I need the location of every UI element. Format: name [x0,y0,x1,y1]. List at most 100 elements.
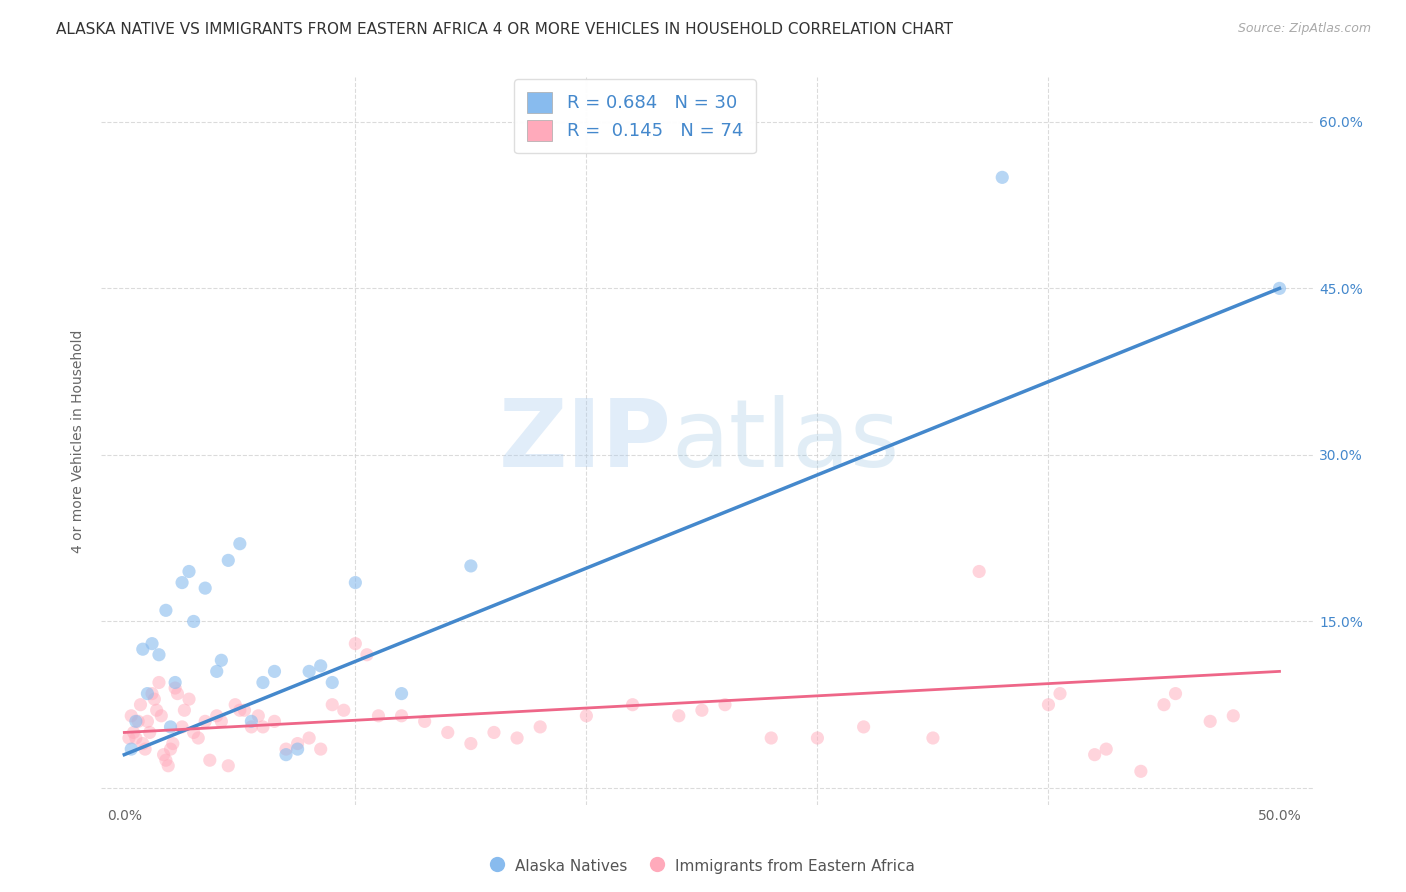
Point [141,637,163,651]
Point [155,753,177,767]
Point [298,665,321,679]
Point [367,708,389,723]
Point [148,675,170,690]
Point [183,615,205,629]
Point [159,720,181,734]
Point [252,720,274,734]
Point [321,675,343,690]
Text: atlas: atlas [671,395,900,487]
Point [217,758,239,772]
Point [1164,687,1187,701]
Point [263,665,285,679]
Point [166,687,188,701]
Point [714,698,737,712]
Point [1153,698,1175,712]
Point [274,742,297,756]
Point [194,714,217,729]
Point [263,714,285,729]
Point [120,742,142,756]
Point [173,703,195,717]
Point [321,698,343,712]
Point [391,708,413,723]
Point [298,731,321,745]
Point [132,737,155,751]
Point [761,731,783,745]
Point [150,708,173,723]
Text: ZIP: ZIP [498,395,671,487]
Point [165,681,187,695]
Point [209,653,232,667]
Point [217,553,239,567]
Point [120,708,142,723]
Point [274,747,297,762]
Point [575,708,598,723]
Point [187,731,209,745]
Point [138,725,160,739]
Point [224,698,246,712]
Point [118,731,141,745]
Y-axis label: 4 or more Vehicles in Household: 4 or more Vehicles in Household [72,329,86,553]
Point [127,714,149,729]
Point [1199,714,1222,729]
Point [1038,698,1060,712]
Point [436,725,458,739]
Point [460,558,482,573]
Point [506,731,529,745]
Point [287,737,309,751]
Point [125,714,148,729]
Point [1222,708,1244,723]
Point [229,537,252,551]
Point [141,687,163,701]
Point [391,687,413,701]
Point [122,725,145,739]
Point [165,675,187,690]
Point [155,603,177,617]
Point [460,737,482,751]
Point [134,742,156,756]
Legend: Alaska Natives, Immigrants from Eastern Africa: Alaska Natives, Immigrants from Eastern … [485,852,921,880]
Point [806,731,828,745]
Point [1268,281,1291,295]
Point [333,703,356,717]
Point [229,703,252,717]
Point [356,648,378,662]
Point [205,665,228,679]
Point [129,698,152,712]
Point [252,675,274,690]
Point [922,731,945,745]
Point [136,687,159,701]
Point [143,692,166,706]
Point [344,575,367,590]
Point [668,708,690,723]
Point [309,742,332,756]
Point [177,692,200,706]
Point [967,565,990,579]
Point [621,698,644,712]
Point [205,708,228,723]
Point [183,725,205,739]
Point [529,720,551,734]
Point [152,747,174,762]
Point [145,703,167,717]
Point [198,753,221,767]
Point [177,565,200,579]
Text: ALASKA NATIVE VS IMMIGRANTS FROM EASTERN AFRICA 4 OR MORE VEHICLES IN HOUSEHOLD : ALASKA NATIVE VS IMMIGRANTS FROM EASTERN… [56,22,953,37]
Point [287,742,309,756]
Point [413,714,436,729]
Point [170,575,193,590]
Point [247,708,270,723]
Point [482,725,505,739]
Point [690,703,713,717]
Point [162,737,184,751]
Point [233,703,256,717]
Point [132,642,155,657]
Point [1129,764,1152,779]
Point [240,714,263,729]
Point [170,720,193,734]
Point [1084,747,1107,762]
Text: Source: ZipAtlas.com: Source: ZipAtlas.com [1237,22,1371,36]
Point [991,170,1014,185]
Point [852,720,875,734]
Legend: R = 0.684   N = 30, R =  0.145   N = 74: R = 0.684 N = 30, R = 0.145 N = 74 [515,79,755,153]
Point [148,648,170,662]
